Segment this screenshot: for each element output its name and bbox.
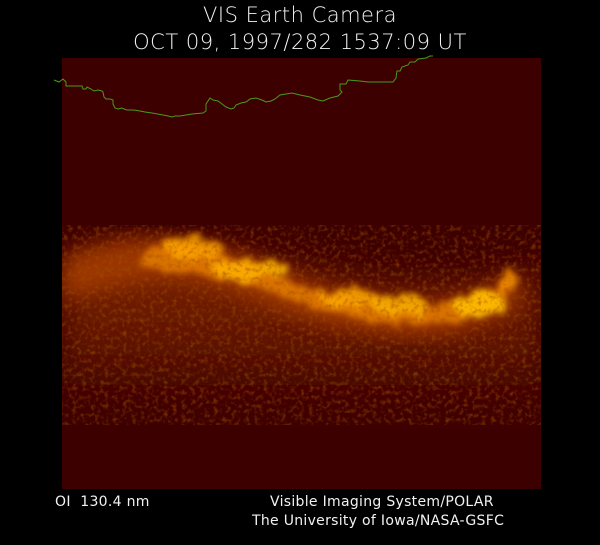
credit-line-1: Visible Imaging System/POLAR [270, 494, 494, 510]
credit-line-2: The University of Iowa/NASA-GSFC [252, 513, 505, 529]
coastline-outline [53, 55, 433, 118]
wavelength-label: OI 130.4 nm [55, 494, 150, 510]
image-timestamp: OCT 09, 1997/282 1537:09 UT [133, 30, 467, 54]
image-title: VIS Earth Camera [203, 3, 397, 27]
